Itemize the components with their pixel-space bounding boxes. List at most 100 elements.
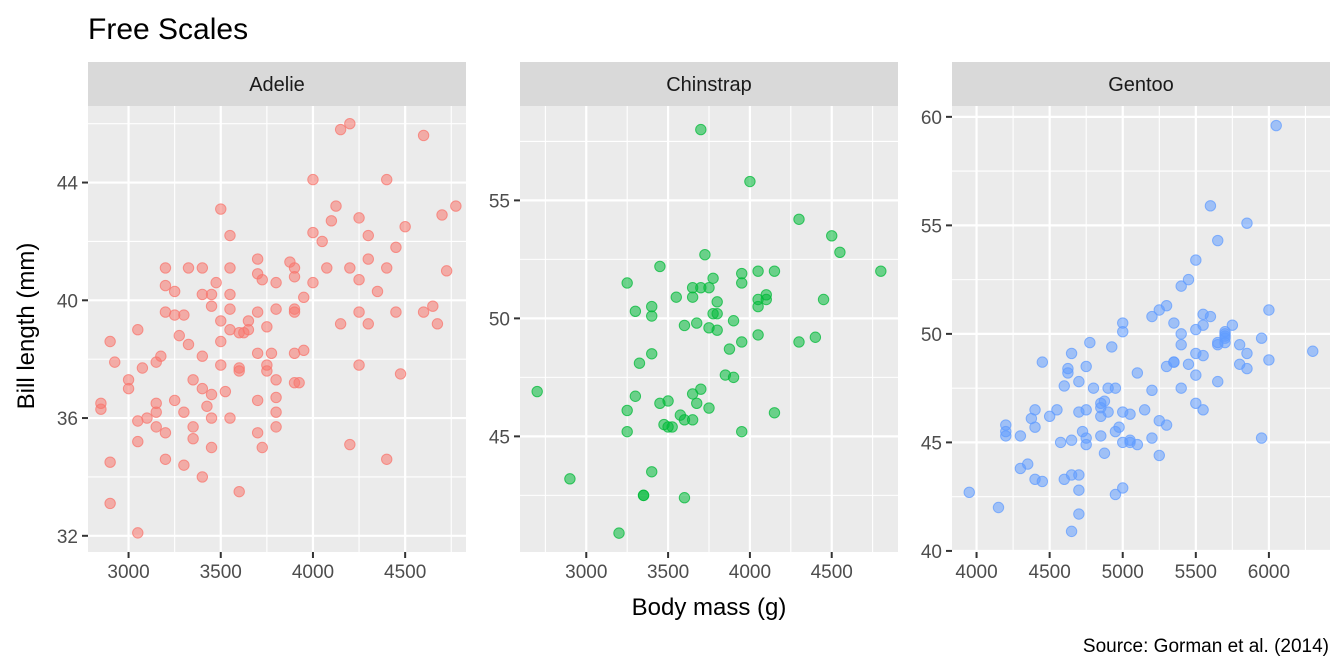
data-point [1197, 404, 1209, 416]
data-point [1000, 430, 1012, 442]
y-tick-label: 40 [57, 291, 78, 312]
data-point [1022, 458, 1034, 470]
data-point [1058, 380, 1070, 392]
data-point [431, 318, 444, 330]
data-point [1073, 484, 1085, 496]
data-point [1095, 430, 1107, 442]
data-point [210, 276, 222, 289]
data-point [1255, 332, 1268, 344]
data-point [224, 303, 236, 315]
data-point [670, 291, 682, 303]
data-point [293, 377, 305, 389]
data-point [233, 365, 245, 377]
data-point [1255, 432, 1268, 444]
data-point [723, 343, 736, 355]
data-point [1160, 299, 1173, 312]
x-tick-label: 4500 [811, 562, 853, 583]
data-point [736, 425, 748, 438]
y-tick-label: 32 [57, 527, 78, 548]
data-point [436, 209, 448, 221]
data-point [178, 406, 190, 418]
data-point [1054, 436, 1067, 449]
data-point [344, 262, 356, 274]
data-point [1197, 319, 1209, 331]
data-point [427, 300, 439, 312]
data-point [678, 492, 691, 504]
data-point [159, 279, 172, 292]
data-point [1168, 356, 1180, 368]
data-point [215, 203, 227, 215]
data-point [381, 262, 393, 274]
data-point [793, 336, 805, 348]
y-tick-label: 45 [921, 433, 942, 454]
data-point [256, 441, 268, 454]
data-point [1190, 397, 1202, 410]
data-point [205, 441, 218, 454]
x-tick-label: 3500 [200, 562, 242, 583]
data-point [768, 407, 781, 419]
data-point [564, 473, 576, 485]
data-point [646, 300, 658, 313]
data-point [242, 324, 255, 336]
data-point [251, 306, 264, 318]
data-point [330, 200, 342, 212]
data-point [1073, 375, 1085, 388]
data-point [1138, 404, 1151, 416]
data-point [1226, 319, 1239, 331]
data-point [261, 321, 273, 333]
data-point [1241, 217, 1253, 229]
data-point [104, 335, 116, 348]
data-point [141, 412, 153, 424]
data-point [334, 318, 347, 330]
data-point [168, 394, 181, 407]
data-point [316, 235, 328, 248]
data-point [1131, 438, 1144, 451]
data-point [132, 435, 144, 448]
data-point [1065, 347, 1078, 360]
y-tick-label: 50 [489, 309, 510, 330]
data-point [1065, 525, 1078, 538]
data-point [1109, 382, 1122, 394]
data-point [1175, 339, 1187, 351]
data-point [531, 385, 543, 398]
data-point [1098, 395, 1111, 407]
data-point [686, 414, 699, 426]
data-point [1160, 419, 1173, 431]
data-point [1117, 326, 1129, 338]
data-point [1036, 475, 1049, 488]
data-point [251, 394, 264, 407]
data-point [1084, 336, 1096, 349]
data-point [1043, 410, 1056, 423]
data-point [205, 300, 218, 312]
data-point [691, 317, 703, 329]
data-point [1175, 280, 1187, 292]
data-point [251, 253, 264, 265]
data-point [662, 395, 674, 407]
data-point [809, 331, 822, 343]
data-point [699, 248, 711, 261]
data-point [1241, 362, 1253, 375]
y-tick-label: 60 [921, 108, 942, 129]
x-tick-label: 3500 [647, 562, 689, 583]
data-point [417, 129, 430, 142]
data-point [695, 383, 707, 395]
data-point [178, 309, 190, 321]
data-point [752, 300, 764, 313]
source-caption: Source: Gorman et al. (2014) [1083, 636, 1329, 657]
data-point [1175, 328, 1187, 340]
data-point [1175, 382, 1187, 394]
data-point [205, 288, 218, 301]
data-point [224, 262, 236, 274]
data-point [1098, 447, 1111, 459]
data-point [132, 324, 144, 336]
data-point [1233, 339, 1246, 351]
data-point [353, 359, 365, 371]
data-point [196, 262, 209, 274]
data-point [1263, 354, 1275, 366]
data-point [1212, 234, 1224, 247]
data-point [760, 293, 772, 306]
data-point [233, 485, 245, 498]
data-point [270, 374, 282, 386]
data-point [215, 335, 227, 348]
data-point [1146, 432, 1158, 444]
